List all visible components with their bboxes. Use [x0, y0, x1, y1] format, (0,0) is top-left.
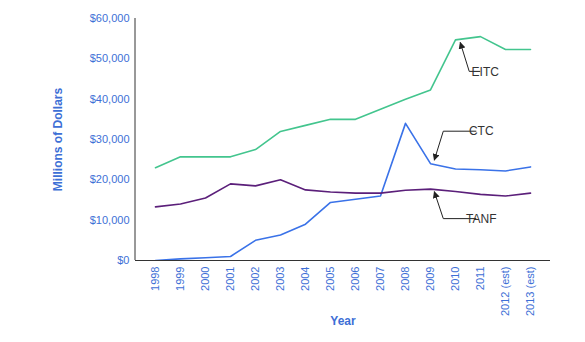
svg-text:$50,000: $50,000: [90, 52, 130, 64]
svg-text:2006: 2006: [349, 267, 361, 291]
svg-text:$30,000: $30,000: [90, 133, 130, 145]
svg-text:2011: 2011: [474, 267, 486, 291]
svg-text:2010: 2010: [449, 267, 461, 291]
svg-text:$60,000: $60,000: [90, 12, 130, 24]
svg-text:2003: 2003: [274, 267, 286, 291]
svg-text:2000: 2000: [199, 267, 211, 291]
svg-text:$0: $0: [117, 254, 129, 266]
svg-text:1999: 1999: [174, 267, 186, 291]
svg-text:2005: 2005: [324, 267, 336, 291]
svg-text:Year: Year: [330, 314, 356, 328]
svg-text:$40,000: $40,000: [90, 93, 130, 105]
svg-text:2008: 2008: [399, 267, 411, 291]
svg-text:$10,000: $10,000: [90, 214, 130, 226]
svg-text:$20,000: $20,000: [90, 173, 130, 185]
svg-text:Millions of Dollars: Millions of Dollars: [51, 88, 65, 192]
svg-text:1998: 1998: [149, 267, 161, 291]
svg-text:2004: 2004: [299, 267, 311, 291]
svg-text:TANF: TANF: [466, 212, 496, 226]
svg-text:2012 (est): 2012 (est): [499, 267, 511, 317]
svg-text:CTC: CTC: [469, 124, 494, 138]
svg-text:EITC: EITC: [472, 65, 500, 79]
svg-text:2001: 2001: [224, 267, 236, 291]
svg-text:2007: 2007: [374, 267, 386, 291]
svg-text:2013 (est): 2013 (est): [524, 267, 536, 317]
svg-text:2009: 2009: [424, 267, 436, 291]
svg-text:2002: 2002: [249, 267, 261, 291]
